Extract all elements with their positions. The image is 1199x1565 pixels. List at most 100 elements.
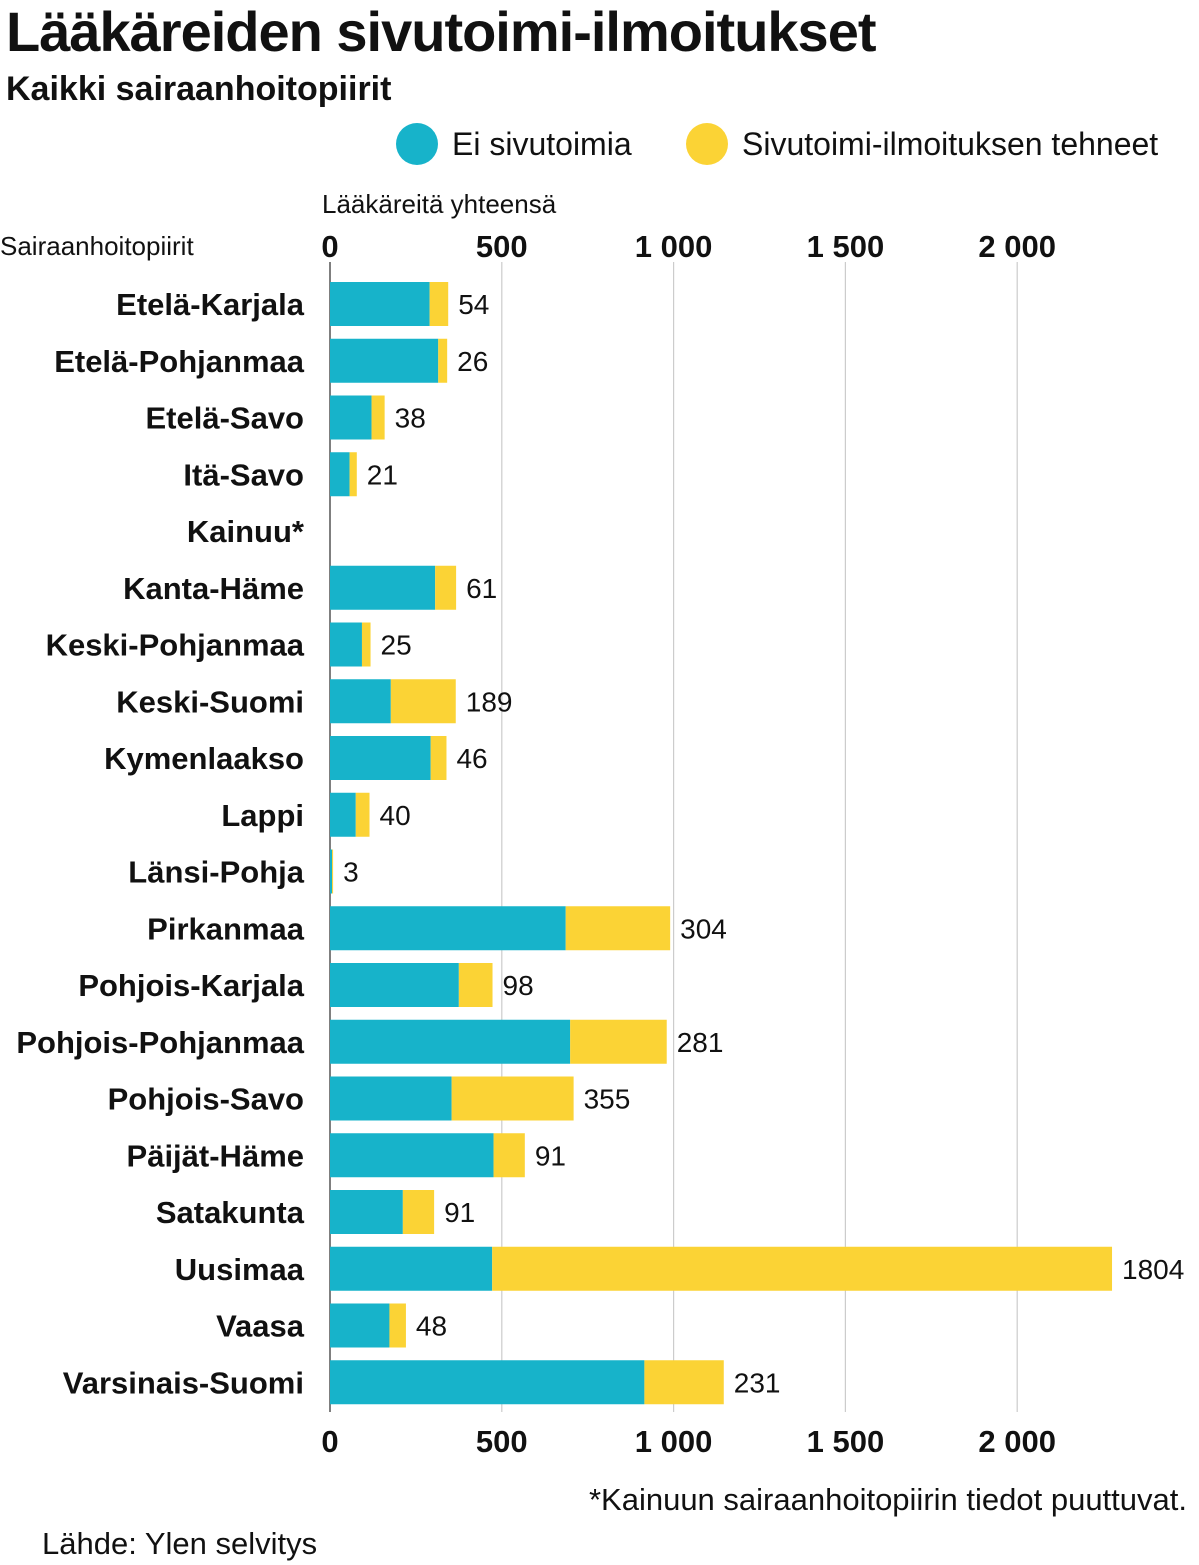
data-label: 25 xyxy=(381,630,412,661)
data-label: 61 xyxy=(466,573,497,604)
x-tick-label-top: 0 xyxy=(321,229,338,264)
category-label: Pohjois-Karjala xyxy=(78,968,304,1003)
bar-sivutoimi xyxy=(438,338,448,383)
x-tick-label-bottom: 500 xyxy=(476,1424,528,1459)
bar-ei-sivutoimia xyxy=(330,792,356,837)
category-label: Lappi xyxy=(221,798,304,833)
data-label: 189 xyxy=(466,686,513,717)
bar-ei-sivutoimia xyxy=(330,395,372,440)
bar-sivutoimi xyxy=(493,1133,525,1178)
category-label: Kymenlaakso xyxy=(104,741,304,776)
bar-sivutoimi xyxy=(644,1360,724,1405)
source-note: Lähde: Ylen selvitys xyxy=(42,1526,318,1561)
bar-ei-sivutoimia xyxy=(330,1076,452,1121)
legend-label: Ei sivutoimia xyxy=(452,126,632,162)
bar-sivutoimi xyxy=(355,792,370,837)
category-label: Länsi-Pohja xyxy=(128,855,304,890)
bar-sivutoimi xyxy=(570,1019,667,1064)
bar-ei-sivutoimia xyxy=(330,622,362,667)
bar-sivutoimi xyxy=(349,452,357,497)
bar-sivutoimi xyxy=(361,622,371,667)
data-label: 40 xyxy=(380,800,411,831)
category-label: Keski-Pohjanmaa xyxy=(46,628,305,663)
bar-ei-sivutoimia xyxy=(330,1133,494,1178)
x-tick-label-top: 1 500 xyxy=(807,229,885,264)
category-label: Pohjois-Savo xyxy=(108,1082,304,1117)
legend-item-sivutoimi: Sivutoimi-ilmoituksen tehneet xyxy=(686,120,1158,168)
bar-ei-sivutoimia xyxy=(330,736,431,780)
category-label: Uusimaa xyxy=(175,1252,305,1287)
data-label: 54 xyxy=(458,289,489,320)
footnote: *Kainuun sairaanhoitopiirin tiedot puutt… xyxy=(588,1482,1187,1517)
bar-ei-sivutoimia xyxy=(330,1246,493,1291)
category-label: Kanta-Häme xyxy=(123,571,304,606)
legend-label: Sivutoimi-ilmoituksen tehneet xyxy=(742,126,1159,162)
category-label: Etelä-Pohjanmaa xyxy=(54,344,305,379)
bar-sivutoimi xyxy=(429,282,449,326)
x-tick-label-bottom: 0 xyxy=(321,1424,338,1459)
data-label: 1804 xyxy=(1122,1254,1184,1285)
bar-sivutoimi xyxy=(390,679,456,724)
category-label: Kainuu* xyxy=(187,514,305,549)
bar-sivutoimi xyxy=(430,736,447,780)
data-label: 231 xyxy=(734,1367,781,1398)
legend-swatch-teal xyxy=(396,123,438,165)
data-label: 281 xyxy=(677,1027,724,1058)
data-label: 38 xyxy=(395,403,426,434)
bar-ei-sivutoimia xyxy=(330,1360,645,1405)
x-tick-label-bottom: 1 000 xyxy=(635,1424,713,1459)
category-label: Päijät-Häme xyxy=(127,1138,304,1173)
bar-sivutoimi xyxy=(371,395,385,440)
x-tick-label-top: 2 000 xyxy=(978,229,1056,264)
bar-ei-sivutoimia xyxy=(330,1303,390,1348)
bar-sivutoimi xyxy=(492,1246,1113,1291)
bar-ei-sivutoimia xyxy=(330,1190,403,1234)
x-tick-label-bottom: 2 000 xyxy=(978,1424,1056,1459)
bar-sivutoimi xyxy=(389,1303,406,1348)
bar-sivutoimi xyxy=(332,849,334,894)
bar-ei-sivutoimia xyxy=(330,963,459,1007)
chart-title: Lääkäreiden sivutoimi-ilmoitukset xyxy=(6,0,876,63)
data-label: 21 xyxy=(367,459,398,490)
bar-ei-sivutoimia xyxy=(330,452,350,497)
category-label: Vaasa xyxy=(216,1309,305,1344)
category-label: Itä-Savo xyxy=(183,457,304,492)
category-label: Etelä-Savo xyxy=(145,401,304,436)
data-label: 91 xyxy=(444,1197,475,1228)
category-label: Satakunta xyxy=(156,1195,305,1230)
data-label: 355 xyxy=(584,1084,631,1115)
data-label: 98 xyxy=(503,970,534,1001)
legend-item-ei-sivutoimia: Ei sivutoimia xyxy=(396,120,632,168)
bar-ei-sivutoimia xyxy=(330,906,566,951)
bar-sivutoimi xyxy=(565,906,671,951)
data-label: 48 xyxy=(416,1311,447,1342)
data-label: 46 xyxy=(456,743,487,774)
chart-subtitle: Kaikki sairaanhoitopiirit xyxy=(6,70,392,108)
y-axis-label: Sairaanhoitopiirit xyxy=(0,231,194,261)
bar-sivutoimi xyxy=(435,565,457,610)
bar-ei-sivutoimia xyxy=(330,1019,571,1064)
bar-ei-sivutoimia xyxy=(330,282,430,326)
x-axis-label: Lääkäreitä yhteensä xyxy=(322,189,557,219)
category-label: Varsinais-Suomi xyxy=(63,1365,304,1400)
category-label: Pohjois-Pohjanmaa xyxy=(16,1025,304,1060)
bar-ei-sivutoimia xyxy=(330,849,333,894)
x-tick-label-top: 1 000 xyxy=(635,229,713,264)
data-label: 3 xyxy=(343,857,359,888)
bar-sivutoimi xyxy=(451,1076,574,1121)
bar-ei-sivutoimia xyxy=(330,565,436,610)
category-label: Etelä-Karjala xyxy=(116,287,305,322)
data-label: 26 xyxy=(457,346,488,377)
x-tick-label-top: 500 xyxy=(476,229,528,264)
bar-sivutoimi xyxy=(458,963,493,1007)
legend-swatch-yellow xyxy=(686,123,728,165)
bar-ei-sivutoimia xyxy=(330,338,439,383)
x-tick-label-bottom: 1 500 xyxy=(807,1424,885,1459)
category-label: Pirkanmaa xyxy=(147,911,305,946)
bar-ei-sivutoimia xyxy=(330,679,391,724)
category-label: Keski-Suomi xyxy=(116,684,304,719)
bar-sivutoimi xyxy=(402,1190,435,1234)
data-label: 91 xyxy=(535,1140,566,1171)
data-label: 304 xyxy=(680,913,727,944)
